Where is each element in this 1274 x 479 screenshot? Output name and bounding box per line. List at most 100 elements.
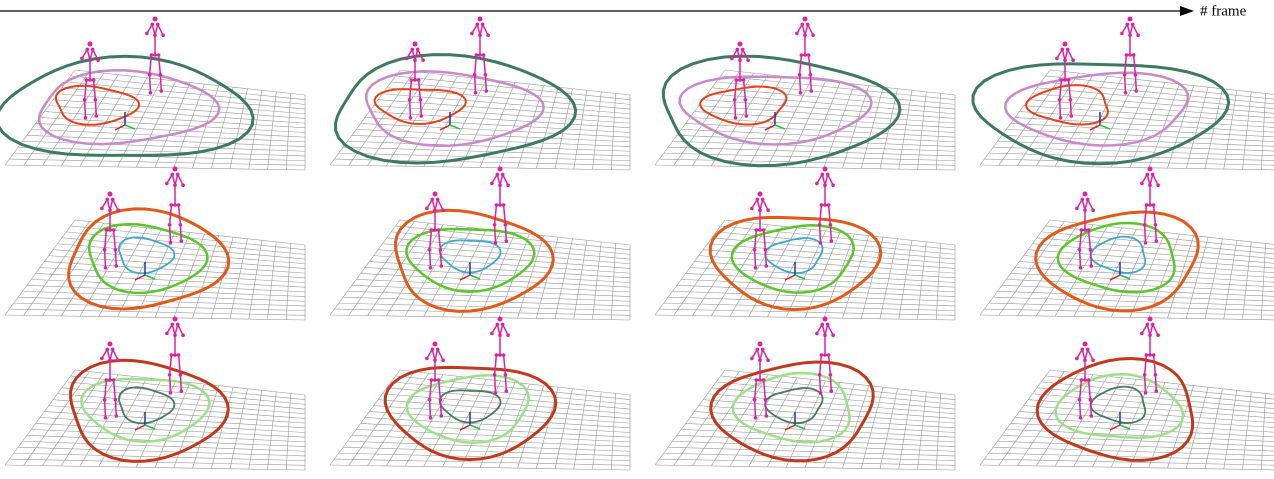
skeleton-joint [428, 416, 433, 420]
skeleton-joint [1079, 378, 1084, 382]
skeleton-bone [1089, 249, 1093, 267]
floor-grid [173, 233, 205, 318]
skeleton-head [107, 191, 113, 197]
floor-grid [334, 308, 631, 316]
skeleton-joint [161, 33, 165, 37]
skeleton-bone [428, 399, 432, 418]
skeleton-bone [1152, 354, 1157, 375]
skeleton-bone [821, 324, 826, 336]
skeleton-joint [811, 33, 815, 37]
floor-grid [356, 429, 631, 443]
skeleton-head [1147, 166, 1153, 172]
skeleton-joint [170, 322, 175, 327]
skeleton-bone [1087, 229, 1092, 250]
skeleton-head [1147, 316, 1153, 322]
floor-grid [659, 308, 956, 316]
floor-grid [659, 458, 956, 466]
skeleton-bone [168, 374, 172, 393]
skeleton-joint [1085, 197, 1090, 202]
skeleton-bone [171, 174, 176, 186]
skeleton-joint [735, 47, 740, 52]
skeleton-bone [1143, 224, 1147, 243]
skeleton-bone [1081, 349, 1086, 361]
skeleton-joint [1088, 248, 1093, 252]
skeleton-bone [168, 224, 172, 243]
floor-grid [984, 308, 1274, 316]
skeleton-bone [1129, 24, 1134, 36]
skeleton-joint [108, 228, 112, 232]
floor-grid [681, 279, 956, 293]
skeleton-bone [168, 204, 173, 225]
skeleton-bone [798, 54, 803, 75]
skeleton-joint [415, 47, 420, 52]
skeleton-bone [83, 99, 87, 118]
skeleton-joint [1089, 264, 1094, 268]
skeleton-head [497, 316, 503, 322]
contour-middle [1056, 221, 1176, 294]
floor-grid [917, 391, 927, 470]
floor-grid [229, 238, 248, 319]
axis-x [459, 274, 471, 281]
skeleton-joint [1150, 322, 1155, 327]
axis-y [469, 424, 481, 430]
skeleton-joint [114, 414, 119, 418]
skeleton-joint [1088, 398, 1093, 402]
skeleton-bone [1087, 349, 1094, 361]
skeleton-bone [1061, 49, 1066, 61]
skeleton-joint [1143, 391, 1148, 395]
floor-grid [689, 117, 956, 133]
floor-grid [685, 123, 956, 138]
floor-grid [979, 464, 1274, 471]
panel [329, 16, 631, 171]
axis-y [1099, 124, 1111, 130]
skeleton-joint [754, 228, 759, 232]
skeleton-bone [417, 49, 424, 61]
skeleton-joint [1077, 398, 1082, 402]
skeleton-head [412, 41, 418, 47]
skeleton-bone [1126, 24, 1131, 36]
skeleton-joint [156, 53, 161, 57]
skeleton-joint [104, 378, 109, 382]
skeleton-joint [1069, 114, 1074, 118]
contour-outer [661, 54, 902, 168]
skeleton-joint [1148, 183, 1152, 187]
skeleton-bone [484, 74, 488, 92]
floor-grid [9, 458, 306, 466]
floor-grid [343, 296, 631, 307]
skeleton-bone [753, 249, 757, 268]
skeleton-bone [479, 24, 484, 36]
skeleton-joint [433, 358, 437, 363]
skeleton-joint [803, 53, 807, 57]
axis-x [114, 124, 126, 131]
skeleton-bone [504, 224, 508, 242]
skeleton-joint [1156, 183, 1160, 187]
skeleton-bone [807, 54, 812, 75]
skeleton-joint [94, 114, 99, 118]
skeleton-bone [112, 199, 119, 211]
skeleton-bone [1143, 374, 1147, 393]
floor-grid [1223, 90, 1238, 170]
floor-grid [1148, 233, 1180, 318]
skeleton-joint [427, 398, 432, 402]
skeleton-joint [416, 78, 421, 82]
skeleton-joint [168, 391, 173, 395]
panel [971, 16, 1274, 171]
floor-grid [4, 314, 306, 321]
skeleton-bone [829, 224, 833, 242]
skeleton-joint [1075, 356, 1079, 361]
skeleton-bone [801, 24, 806, 36]
floor-grid [842, 235, 870, 319]
skeleton-joint [803, 33, 807, 37]
floor-grid [1014, 117, 1274, 133]
skeleton-joint [407, 98, 412, 102]
skeleton-bone [827, 354, 832, 375]
skeleton-bone [106, 199, 111, 211]
skeleton-joint [823, 353, 827, 357]
skeleton-joint [167, 373, 172, 377]
skeleton-bone [756, 199, 761, 211]
skeleton-joint [104, 228, 109, 232]
skeleton-joint [764, 414, 769, 418]
floor-grid [1167, 85, 1195, 169]
skeleton-bone [92, 49, 99, 61]
skeleton-bone [157, 54, 162, 75]
